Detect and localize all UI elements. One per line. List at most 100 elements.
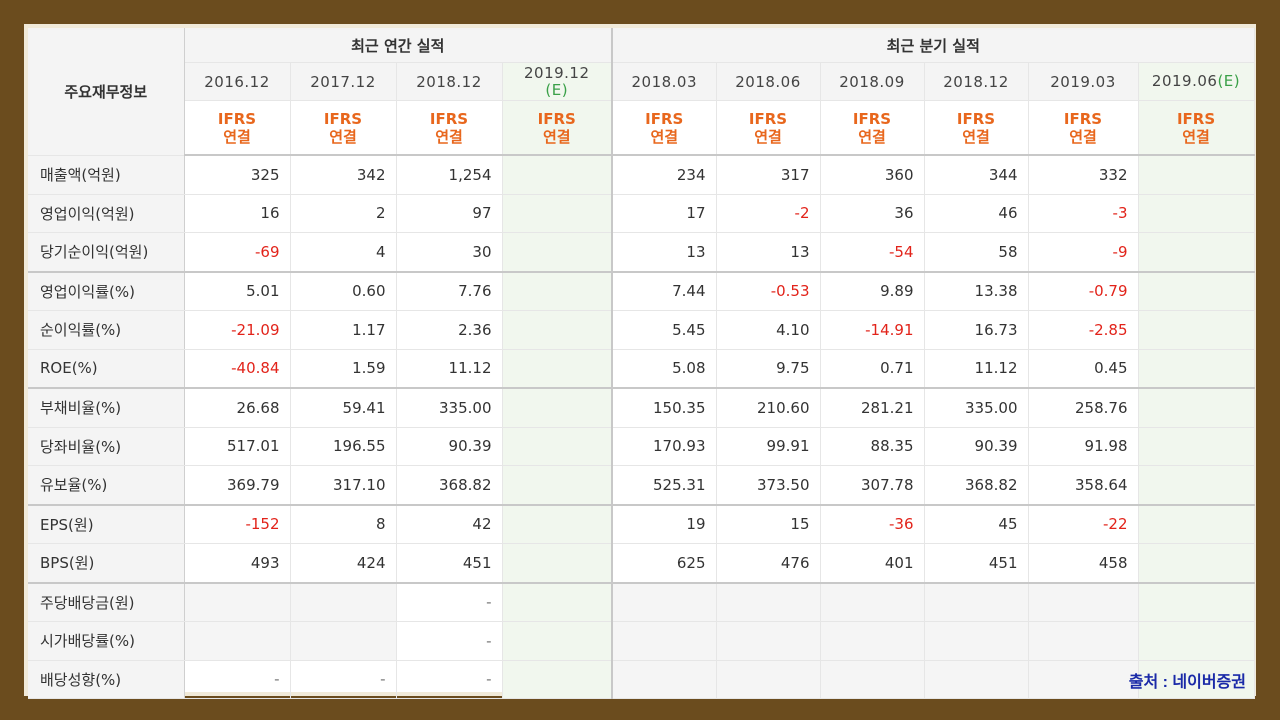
value-cell: 36 [820,194,925,233]
value-cell: 30 [396,232,503,273]
table-row: 부채비율(%) 26.68 59.41 335.00 150.35 210.60 281.2… [28,388,1255,428]
value-cell [1138,194,1255,233]
value-cell: 7.44 [611,271,717,311]
ifrs-label: IFRS [956,109,996,128]
value-cell [1138,582,1255,622]
value-cell: 150.35 [611,388,717,428]
value-cell [1138,465,1255,506]
value-cell [1138,504,1255,544]
value-cell: 373.50 [716,465,821,506]
value-cell: 16 [184,194,291,233]
quarterly-group-header: 최근 분기 실적 [610,28,1255,63]
annual-group-header: 최근 연간 실적 [184,28,613,63]
value-cell: 234 [611,155,717,195]
value-cell: 358.64 [1028,465,1139,506]
consolidated-label: 연결 [962,127,990,146]
value-cell [502,621,613,661]
financial-table-panel: 주요재무정보 최근 연간 실적 최근 분기 실적 2016.12 2017.12 2… [28,28,1255,699]
table-row: 영업이익률(%) 5.01 0.60 7.76 7.44 -0.53 9.89 13.38 -0… [28,271,1255,311]
accounting-standard-label: IFRS 연결 [820,100,925,156]
value-cell: - [184,660,291,699]
value-cell: -3 [1028,194,1139,233]
accounting-standard-label: IFRS 연결 [184,100,291,156]
ifrs-header-row: IFRS 연결 IFRS 연결 IFRS 연결 IFRS 연결 IFRS 연결 IFRS 연결 IFRS… [28,100,1255,156]
value-cell [184,582,291,622]
value-cell: 476 [716,543,821,584]
value-cell: 258.76 [1028,388,1139,428]
value-cell: 46 [924,194,1029,233]
estimate-mark: (E) [545,80,569,99]
table-row: 주당배당금(원) - [28,582,1255,622]
value-cell: 368.82 [396,465,503,506]
value-cell: 16.73 [924,310,1029,350]
value-cell: 19 [611,504,717,544]
table-row: 영업이익(억원) 16 2 97 17 -2 36 46 -3 [28,194,1255,233]
value-cell: 369.79 [184,465,291,506]
value-cell: 170.93 [611,427,717,466]
period-label: 2019.06 [1151,72,1218,90]
value-cell [502,582,613,622]
value-cell [1028,621,1139,661]
ifrs-label: IFRS [429,109,469,128]
row-label: 당기순이익(억원) [28,232,185,273]
value-cell: 493 [184,543,291,584]
value-cell [502,349,613,389]
value-cell [502,543,613,584]
table-row: EPS(원) -152 8 42 19 15 -36 45 -22 [28,504,1255,544]
source-caption: 출처 : 네이버증권 [1128,674,1246,691]
accounting-standard-label: IFRS 연결 [716,100,821,156]
row-label: 당좌비율(%) [28,427,185,466]
table-row: 유보율(%) 369.79 317.10 368.82 525.31 373.50 307.… [28,465,1255,506]
value-cell: 5.01 [184,271,291,311]
value-cell: 451 [396,543,503,584]
value-cell: 88.35 [820,427,925,466]
value-cell [924,582,1029,622]
row-label: 시가배당률(%) [28,621,185,661]
accounting-standard-label: IFRS 연결 [502,100,613,156]
row-label: EPS(원) [28,504,185,544]
value-cell: 317 [716,155,821,195]
value-cell: 13 [611,232,717,273]
value-cell: 210.60 [716,388,821,428]
value-cell [924,621,1029,661]
value-cell: -2 [716,194,821,233]
period-label: 2018.06 [735,72,801,91]
consolidated-label: 연결 [1182,127,1210,146]
value-cell [502,465,613,506]
period-label: 2018.03 [631,72,698,91]
value-cell [502,194,613,233]
value-cell: 58 [924,232,1029,273]
period-header: 2017.12 [290,62,397,101]
value-cell [1138,155,1255,195]
period-label: 2019.03 [1050,72,1116,91]
table-row: BPS(원) 493 424 451 625 476 401 451 458 [28,543,1255,584]
value-cell: 335.00 [924,388,1029,428]
value-cell [1138,660,1255,699]
value-cell: -22 [1028,504,1139,544]
value-cell: -21.09 [184,310,291,350]
value-cell: 42 [396,504,503,544]
ifrs-label: IFRS [1063,109,1103,128]
value-cell: 99.91 [716,427,821,466]
value-cell: 17 [611,194,717,233]
value-cell [1028,660,1139,699]
ifrs-label: IFRS [323,109,363,128]
value-cell: -152 [184,504,291,544]
value-cell: 281.21 [820,388,925,428]
value-cell [611,660,717,699]
period-label: 2018.12 [416,72,482,91]
value-cell: 9.89 [820,271,925,311]
period-header: 2018.06 [716,62,821,101]
value-cell: 342 [290,155,397,195]
financial-summary-table: 주요재무정보 최근 연간 실적 최근 분기 실적 2016.12 2017.12 2… [28,28,1255,699]
ifrs-label: IFRS [852,109,892,128]
value-cell: 4 [290,232,397,273]
period-header: 2018.12 [924,62,1029,101]
value-cell [502,660,613,699]
value-cell: 335.00 [396,388,503,428]
value-cell: -2.85 [1028,310,1139,350]
value-cell: 196.55 [290,427,397,466]
consolidated-label: 연결 [858,127,886,146]
value-cell: 517.01 [184,427,291,466]
row-label: 영업이익(억원) [28,194,185,233]
